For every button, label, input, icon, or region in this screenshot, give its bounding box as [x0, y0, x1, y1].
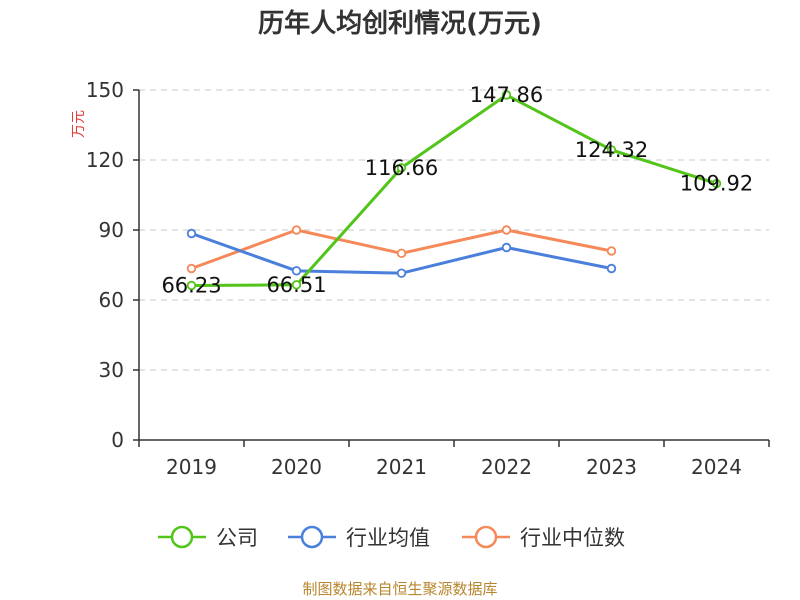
legend-marker-icon	[170, 525, 194, 549]
legend-label: 行业均值	[346, 526, 430, 550]
data-point	[606, 246, 617, 256]
data-point	[291, 225, 302, 235]
data-point	[186, 280, 197, 291]
series-group	[186, 90, 722, 291]
legend-item[interactable]: 公司	[158, 525, 258, 550]
data-point	[291, 280, 302, 290]
data-label: 147.86	[470, 83, 543, 107]
x-tick-label: 2020	[271, 455, 322, 479]
data-point	[711, 178, 722, 189]
axes: 0 30 60 90 120 150 2019 2020 2021 2022 2023 2024	[86, 78, 770, 479]
gridlines	[139, 89, 769, 371]
data-point	[396, 163, 407, 173]
data-label: 66.51	[266, 273, 326, 297]
y-tick-label: 0	[111, 428, 124, 452]
data-point	[186, 228, 197, 239]
data-label: 66.23	[161, 273, 221, 297]
y-tick-label: 60	[99, 288, 124, 312]
legend[interactable]: 公司 行业均值 行业中位数	[158, 525, 625, 550]
chart-title: 历年人均创利情况(万元)	[258, 8, 542, 39]
data-label: 109.92	[680, 172, 753, 196]
legend-item[interactable]: 行业中位数	[462, 525, 625, 550]
legend-label: 行业中位数	[520, 526, 625, 550]
data-point	[501, 90, 512, 100]
y-tick-label: 120	[86, 148, 124, 172]
legend-item[interactable]: 行业均值	[288, 525, 430, 550]
data-point	[396, 268, 407, 278]
x-tick-label: 2023	[586, 455, 637, 479]
x-tick-label: 2022	[481, 455, 532, 479]
data-point	[396, 248, 407, 259]
source-note: 制图数据来自恒生聚源数据库	[302, 580, 497, 598]
data-point	[501, 225, 512, 235]
y-axis-label: 万元	[71, 110, 87, 138]
y-tick-label: 30	[99, 358, 124, 382]
data-labels: 66.23 66.51 116.66 147.86 124.32 109.92	[161, 83, 753, 297]
data-point	[186, 263, 197, 274]
legend-marker-icon	[474, 525, 498, 549]
data-point	[606, 263, 617, 274]
series-line-0	[191, 93, 717, 287]
data-label: 124.32	[575, 138, 648, 162]
y-tick-label: 90	[99, 218, 124, 242]
data-point	[291, 266, 302, 276]
x-tick-label: 2024	[691, 455, 742, 479]
data-point	[501, 242, 512, 253]
legend-label: 公司	[216, 526, 258, 550]
y-tick-label: 150	[86, 78, 124, 102]
data-label: 116.66	[365, 156, 438, 180]
legend-marker-icon	[300, 525, 324, 549]
x-tick-label: 2019	[166, 455, 217, 479]
x-tick-label: 2021	[376, 455, 427, 479]
data-point	[606, 145, 617, 155]
